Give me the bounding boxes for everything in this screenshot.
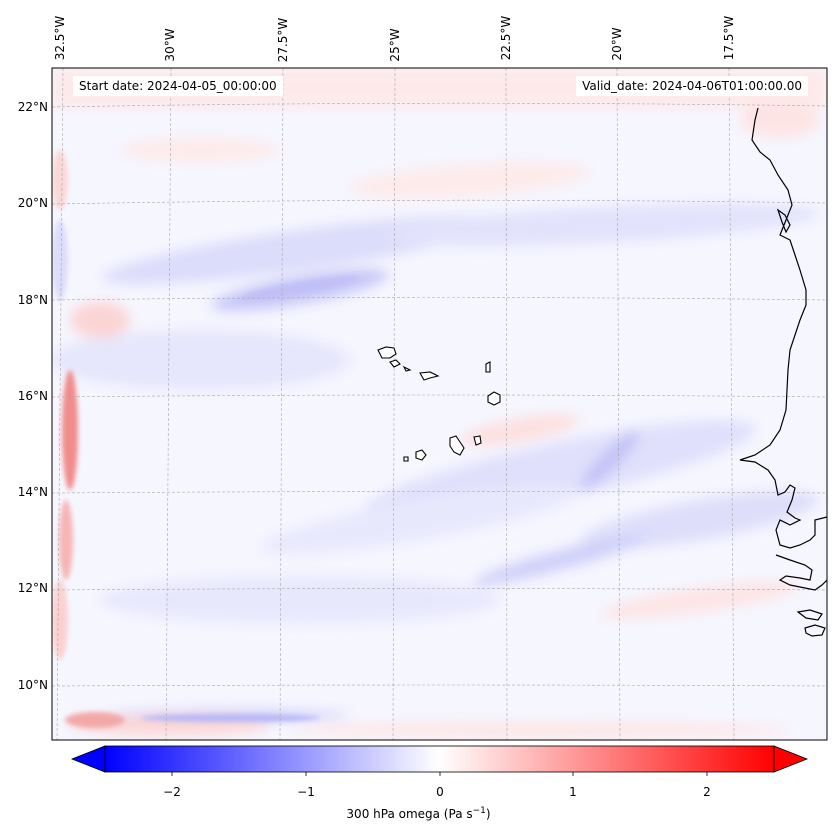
cape-verde-islands [377,346,501,462]
colorbar-title-unit-exponent: −1 [472,806,486,816]
colorbar [70,745,809,776]
lon-label: 25°W [388,28,402,62]
lat-label: 12°N [17,581,48,595]
lat-label: 14°N [17,485,48,499]
lat-label: 22°N [17,100,48,114]
colorbar-tick-label: −2 [163,785,181,799]
lon-label: 27.5°W [276,17,290,63]
lat-label: 16°N [17,389,48,403]
colorbar-tick-label: 1 [569,785,577,799]
lon-label: 32.5°W [53,15,67,61]
colorbar-tick-label: 2 [703,785,711,799]
graticule [52,68,827,740]
start-date-label: Start date: 2024-04-05_00:00:00 [73,76,283,96]
colorbar-tick-label: −1 [297,785,315,799]
valid-date-label: Valid_date: 2024-04-06T01:00:00.00 [576,76,808,96]
lon-label: 30°W [163,28,177,62]
lon-label: 17.5°W [722,15,736,61]
colorbar-title-main: 300 hPa omega (Pa s [346,807,473,821]
colorbar-tick-label: 0 [436,785,444,799]
omega-field [52,68,827,740]
colorbar-title: 300 hPa omega (Pa s−1) [0,806,837,821]
lat-label: 20°N [17,196,48,210]
lat-label: 10°N [17,678,48,692]
lat-label: 18°N [17,293,48,307]
colorbar-title-end: ) [485,807,491,821]
lon-label: 22.5°W [499,15,513,61]
coastline [739,107,827,637]
lon-label: 20°W [610,27,624,61]
